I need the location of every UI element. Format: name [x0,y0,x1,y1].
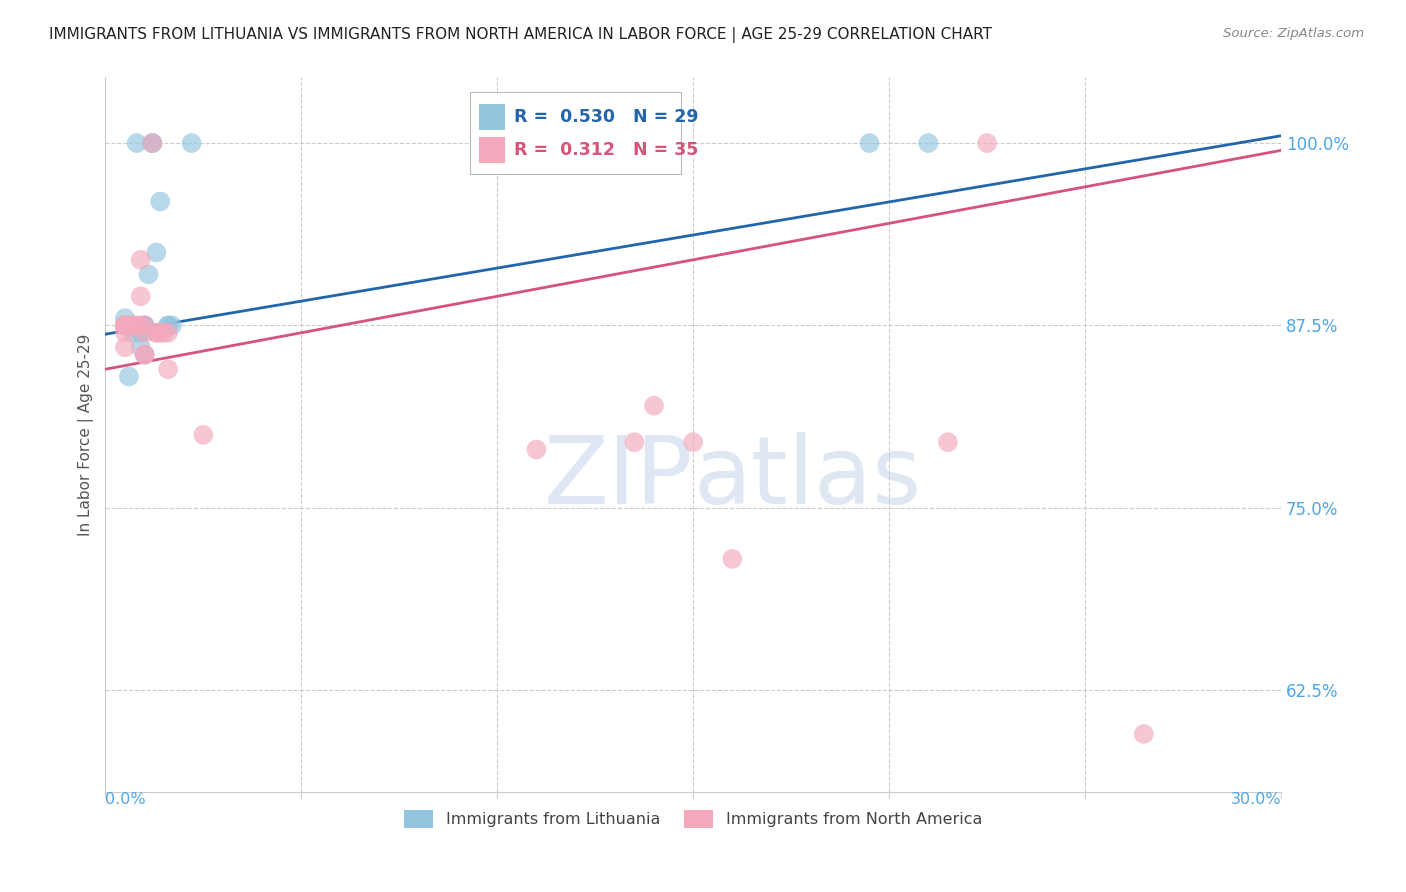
Text: R =  0.312   N = 35: R = 0.312 N = 35 [515,141,699,159]
Point [134,348,156,362]
Text: Source: ZipAtlas.com: Source: ZipAtlas.com [1223,27,1364,40]
FancyBboxPatch shape [470,92,682,174]
Point [114,318,136,333]
Point [157,318,180,333]
Point [125,318,148,333]
Point [145,326,167,340]
Point [114,318,136,333]
Point [153,326,176,340]
Point [114,318,136,333]
Point [682,435,704,450]
Point [129,340,152,354]
Point [936,435,959,450]
FancyBboxPatch shape [479,136,505,162]
Point [157,326,180,340]
Point [157,318,180,333]
Point [129,289,152,303]
Point [149,194,172,209]
Point [623,435,645,450]
Point [160,318,183,333]
Point [121,318,143,333]
Point [138,268,160,282]
Point [157,362,180,376]
Point [121,318,143,333]
Point [125,136,148,150]
Legend: Immigrants from Lithuania, Immigrants from North America: Immigrants from Lithuania, Immigrants fr… [398,803,988,834]
Point [114,318,136,333]
Y-axis label: In Labor Force | Age 25-29: In Labor Force | Age 25-29 [79,334,94,536]
Point [114,326,136,340]
Point [145,326,167,340]
Point [141,136,163,150]
Point [976,136,998,150]
Point [149,326,172,340]
Point [134,348,156,362]
Point [114,311,136,326]
Point [114,318,136,333]
Point [180,136,202,150]
Point [858,136,880,150]
Point [141,136,163,150]
Point [141,136,163,150]
Point [114,318,136,333]
Text: IMMIGRANTS FROM LITHUANIA VS IMMIGRANTS FROM NORTH AMERICA IN LABOR FORCE | AGE : IMMIGRANTS FROM LITHUANIA VS IMMIGRANTS … [49,27,993,43]
Point [134,318,156,333]
Point [114,318,136,333]
Point [526,442,548,457]
Point [721,552,744,566]
Point [114,318,136,333]
Point [193,428,215,442]
Point [121,326,143,340]
Point [134,348,156,362]
Point [118,369,141,384]
Point [145,245,167,260]
FancyBboxPatch shape [479,103,505,129]
Point [134,318,156,333]
Point [134,326,156,340]
Point [1133,727,1156,741]
Point [118,318,141,333]
Point [121,318,143,333]
Point [129,326,152,340]
Text: ZIP: ZIP [544,432,693,524]
Point [917,136,939,150]
Point [114,318,136,333]
Text: 30.0%: 30.0% [1230,792,1281,807]
Point [129,252,152,267]
Text: R =  0.530   N = 29: R = 0.530 N = 29 [515,108,699,126]
Point [114,318,136,333]
Point [129,326,152,340]
Point [134,318,156,333]
Point [643,399,665,413]
Point [114,340,136,354]
Text: atlas: atlas [693,432,921,524]
Point [134,318,156,333]
Point [129,318,152,333]
Point [114,318,136,333]
Text: 0.0%: 0.0% [105,792,146,807]
Point [114,318,136,333]
